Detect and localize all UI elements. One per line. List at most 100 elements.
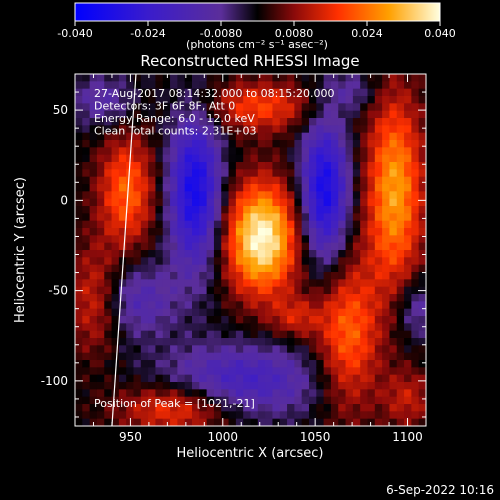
heatmap-cell bbox=[360, 382, 369, 390]
heatmap-cell bbox=[257, 103, 266, 112]
heatmap-cell bbox=[177, 118, 186, 126]
heatmap-cell bbox=[294, 176, 303, 185]
heatmap-cell bbox=[382, 367, 391, 376]
heatmap-cell bbox=[177, 228, 186, 236]
heatmap-cell bbox=[111, 404, 120, 412]
heatmap-cell bbox=[170, 213, 178, 222]
heatmap-cell bbox=[338, 132, 347, 141]
heatmap-cell bbox=[118, 411, 127, 420]
heatmap-cell bbox=[294, 96, 303, 104]
heatmap-cell bbox=[404, 308, 412, 317]
heatmap-cell bbox=[228, 74, 237, 82]
heatmap-cell bbox=[352, 352, 361, 361]
heatmap-cell bbox=[243, 338, 252, 346]
heatmap-cell bbox=[140, 257, 149, 266]
heatmap-cell bbox=[250, 206, 259, 214]
heatmap-cell bbox=[279, 154, 288, 163]
heatmap-cell bbox=[96, 206, 105, 214]
heatmap-cell bbox=[374, 272, 383, 280]
heatmap-cell bbox=[250, 198, 259, 207]
heatmap-cell bbox=[213, 330, 222, 339]
heatmap-cell bbox=[118, 169, 127, 178]
heatmap-cell bbox=[257, 294, 266, 302]
heatmap-cell bbox=[170, 411, 178, 420]
heatmap-cell bbox=[330, 220, 339, 229]
heatmap-cell bbox=[257, 286, 266, 295]
heatmap-cell bbox=[155, 147, 164, 156]
heatmap-cell bbox=[170, 323, 178, 332]
heatmap-cell bbox=[162, 103, 171, 112]
heatmap-cell bbox=[257, 118, 266, 126]
heatmap-cell bbox=[177, 396, 186, 405]
heatmap-cell bbox=[148, 418, 157, 426]
heatmap-cell bbox=[162, 88, 171, 97]
heatmap-cell bbox=[235, 213, 244, 222]
heatmap-cell bbox=[389, 323, 398, 332]
heatmap-cell bbox=[170, 103, 178, 112]
heatmap-cell bbox=[184, 140, 193, 148]
heatmap-cell bbox=[418, 352, 426, 361]
heatmap-cell bbox=[221, 184, 230, 192]
heatmap-cell bbox=[243, 110, 252, 119]
heatmap-cell bbox=[199, 352, 208, 361]
heatmap-cell bbox=[213, 272, 222, 280]
heatmap-cell bbox=[89, 242, 98, 251]
heatmap-cell bbox=[104, 242, 113, 251]
heatmap-cell bbox=[82, 81, 91, 90]
heatmap-cell bbox=[301, 206, 310, 214]
heatmap-cell bbox=[279, 272, 288, 280]
heatmap-cell bbox=[316, 367, 325, 376]
heatmap-cell bbox=[162, 96, 171, 104]
heatmap-cell bbox=[221, 352, 230, 361]
colorbar-ticks: -0.040 -0.024 -0.0080 0.0080 0.024 0.040 bbox=[57, 21, 456, 40]
heatmap-cell bbox=[396, 81, 405, 90]
heatmap-cell bbox=[411, 360, 420, 368]
heatmap-cell bbox=[301, 96, 310, 104]
heatmap-cell bbox=[418, 110, 426, 119]
heatmap-cell bbox=[184, 103, 193, 112]
heatmap-cell bbox=[155, 242, 164, 251]
heatmap-cell bbox=[126, 220, 135, 229]
heatmap-cell bbox=[177, 294, 186, 302]
heatmap-cell bbox=[396, 250, 405, 258]
heatmap-cell bbox=[338, 367, 347, 376]
heatmap-cell bbox=[367, 352, 376, 361]
heatmap-cell bbox=[140, 418, 149, 426]
heatmap-cell bbox=[243, 316, 252, 324]
heatmap-cell bbox=[82, 316, 91, 324]
heatmap-cell bbox=[374, 147, 383, 156]
heatmap-cell bbox=[140, 74, 149, 82]
heatmap-cell bbox=[89, 279, 98, 288]
heatmap-cell bbox=[360, 286, 369, 295]
heatmap-cell bbox=[82, 147, 91, 156]
heatmap-cell bbox=[367, 228, 376, 236]
heatmap-cell bbox=[206, 360, 215, 368]
heatmap-cell bbox=[228, 374, 237, 383]
heatmap-cell bbox=[221, 250, 230, 258]
heatmap-cell bbox=[257, 418, 266, 426]
heatmap-cell bbox=[235, 110, 244, 119]
heatmap-cell bbox=[338, 404, 347, 412]
heatmap-cell bbox=[177, 374, 186, 383]
heatmap-cell bbox=[104, 154, 113, 163]
heatmap-cell bbox=[170, 272, 178, 280]
heatmap-cell bbox=[213, 301, 222, 310]
heatmap-cell bbox=[367, 169, 376, 178]
heatmap-cell bbox=[162, 264, 171, 273]
heatmap-cell bbox=[162, 184, 171, 192]
heatmap-cell bbox=[279, 228, 288, 236]
heatmap-cell bbox=[133, 88, 142, 97]
heatmap-cell bbox=[367, 198, 376, 207]
heatmap-cell bbox=[155, 367, 164, 376]
heatmap-cell bbox=[111, 206, 120, 214]
heatmap-cell bbox=[301, 374, 310, 383]
heatmap-cell bbox=[96, 154, 105, 163]
heatmap-cell bbox=[140, 382, 149, 390]
heatmap-cell bbox=[213, 213, 222, 222]
heatmap-cell bbox=[323, 213, 332, 222]
heatmap-cell bbox=[360, 367, 369, 376]
heatmap-cell bbox=[206, 374, 215, 383]
heatmap-cell bbox=[221, 74, 230, 82]
heatmap-cell bbox=[199, 308, 208, 317]
heatmap-cell bbox=[389, 88, 398, 97]
